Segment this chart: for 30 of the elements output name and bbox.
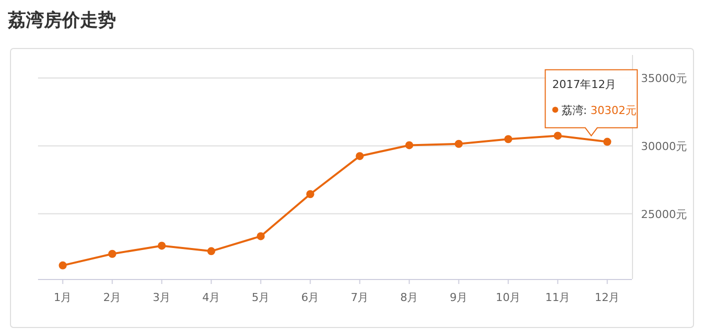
- y-tick-label: 25000元: [641, 208, 687, 221]
- x-tick-label: 6月: [301, 291, 320, 304]
- annotation: 2017年12月: [552, 78, 616, 91]
- point: [603, 138, 612, 146]
- x-tick-label: 1月: [54, 291, 72, 304]
- x-tick-label: 11月: [545, 291, 570, 304]
- x-tick-label: 4月: [202, 291, 220, 304]
- x-tick-label: 7月: [350, 291, 369, 304]
- point: [58, 261, 67, 270]
- y-tick-label: 35000元: [641, 72, 687, 85]
- x-tick-label: 3月: [152, 291, 171, 304]
- x-tick-label: 2月: [103, 291, 122, 304]
- point: [158, 242, 166, 250]
- point: [356, 152, 364, 160]
- point: [108, 250, 116, 258]
- point: [454, 140, 463, 148]
- x-tick-label: 5月: [252, 291, 270, 304]
- x-tick-label: 10月: [496, 291, 521, 304]
- point: [405, 141, 414, 150]
- chart-title: 荔湾房价走势: [7, 10, 116, 31]
- x-tick-label: 9月: [450, 291, 468, 304]
- point: [207, 247, 216, 256]
- point: [504, 135, 512, 144]
- x-tick-label: 8月: [400, 291, 418, 304]
- point: [306, 190, 314, 198]
- annotation: 荔湾: 30302元: [561, 104, 636, 117]
- point: [256, 232, 265, 240]
- point: [554, 132, 562, 140]
- y-tick-label: 30000元: [641, 140, 687, 153]
- x-tick-label: 12月: [594, 291, 620, 304]
